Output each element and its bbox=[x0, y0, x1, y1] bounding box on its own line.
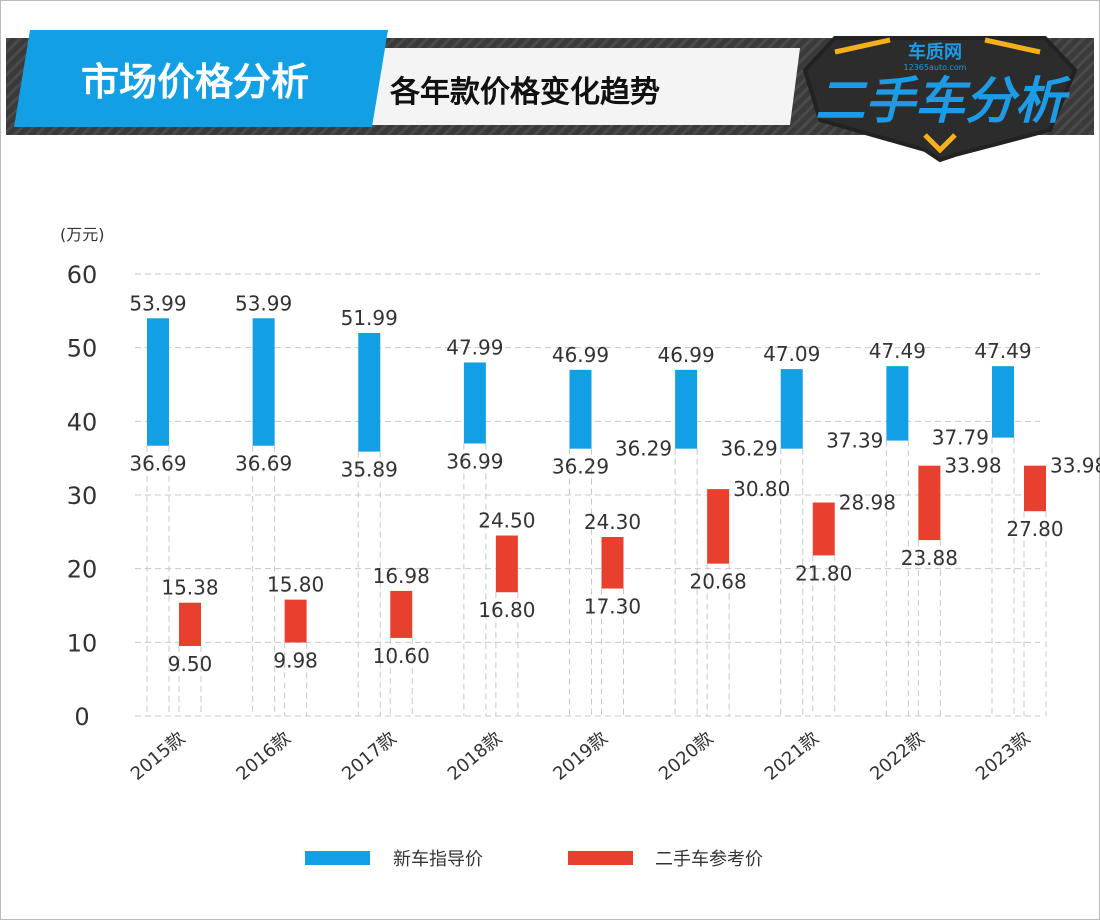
low-value-label: 36.69 bbox=[129, 452, 186, 476]
high-value-label: 47.99 bbox=[446, 335, 503, 359]
x-tick-label: 2023款 bbox=[972, 728, 1034, 785]
new-price-bar bbox=[992, 366, 1014, 438]
high-value-label: 24.50 bbox=[478, 509, 535, 533]
high-value-label: 47.09 bbox=[763, 342, 820, 366]
low-value-label: 21.80 bbox=[795, 561, 852, 585]
high-value-label: 16.98 bbox=[373, 564, 430, 588]
legend: 新车指导价 二手车参考价 bbox=[305, 849, 763, 870]
high-value-label: 28.98 bbox=[839, 491, 896, 515]
x-tick-label: 2015款 bbox=[127, 728, 189, 785]
y-tick-label: 30 bbox=[67, 482, 98, 510]
low-value-label: 17.30 bbox=[584, 595, 641, 619]
new-price-bar bbox=[675, 369, 698, 449]
low-value-label: 35.89 bbox=[341, 458, 398, 482]
used-price-bar bbox=[390, 590, 413, 638]
x-axis-labels: 2015款 2016款 2017款 2018款 2019款 2020款 2021款 2022款… bbox=[127, 728, 1034, 785]
high-value-label: 33.98 bbox=[1050, 454, 1100, 478]
subtitle-panel bbox=[360, 48, 800, 125]
y-tick-label: 40 bbox=[67, 408, 98, 436]
low-value-label: 36.29 bbox=[615, 437, 672, 461]
legend-label-new: 新车指导价 bbox=[393, 849, 483, 870]
high-value-label: 15.80 bbox=[267, 573, 324, 597]
high-value-label: 24.30 bbox=[584, 510, 641, 534]
high-value-label: 46.99 bbox=[657, 343, 714, 367]
new-price-bar bbox=[569, 369, 592, 449]
used-price-bar bbox=[284, 599, 307, 643]
title-panel bbox=[14, 30, 388, 127]
low-value-label: 37.39 bbox=[826, 429, 883, 453]
y-tick-label: 50 bbox=[67, 335, 98, 363]
y-tick-label: 0 bbox=[74, 703, 89, 731]
high-value-label: 51.99 bbox=[341, 306, 398, 330]
new-price-bar bbox=[463, 362, 486, 444]
logo: 车质网 12365auto.com 二手车分析 bbox=[802, 36, 1078, 163]
used-price-bar bbox=[601, 536, 624, 589]
legend-label-used: 二手车参考价 bbox=[655, 849, 763, 870]
low-value-label: 10.60 bbox=[373, 644, 430, 668]
used-price-bar bbox=[812, 502, 835, 556]
x-tick-label: 2018款 bbox=[444, 728, 506, 785]
logo-brand: 车质网 bbox=[908, 41, 962, 63]
low-value-label: 27.80 bbox=[1006, 517, 1063, 541]
y-tick-label: 60 bbox=[67, 261, 98, 289]
used-price-bar bbox=[707, 489, 730, 564]
high-value-label: 53.99 bbox=[129, 291, 186, 315]
new-price-bar bbox=[358, 333, 381, 452]
header-subtitle: 各年款价格变化趋势 bbox=[389, 75, 660, 110]
low-value-label: 36.69 bbox=[235, 452, 292, 476]
x-tick-label: 2016款 bbox=[232, 728, 294, 785]
legend-swatch-new bbox=[305, 851, 370, 865]
guide-lines bbox=[146, 437, 1047, 716]
high-value-label: 15.38 bbox=[161, 576, 218, 600]
used-price-bar bbox=[179, 602, 201, 647]
low-value-label: 23.88 bbox=[901, 546, 958, 570]
high-value-label: 47.49 bbox=[869, 339, 926, 363]
x-tick-label: 2020款 bbox=[655, 728, 717, 785]
low-value-label: 36.29 bbox=[552, 455, 609, 479]
new-price-bar bbox=[252, 318, 275, 446]
low-value-label: 36.29 bbox=[720, 437, 777, 461]
new-price-bar bbox=[886, 366, 909, 441]
bars bbox=[147, 318, 1046, 647]
new-price-bar bbox=[147, 318, 169, 446]
high-value-label: 30.80 bbox=[733, 477, 790, 501]
used-price-bar bbox=[1024, 465, 1046, 512]
y-tick-label: 10 bbox=[67, 629, 98, 657]
x-tick-label: 2017款 bbox=[338, 728, 400, 785]
low-value-label: 9.98 bbox=[273, 648, 318, 672]
logo-text: 二手车分析 bbox=[815, 72, 1071, 130]
high-value-label: 33.98 bbox=[944, 454, 1001, 478]
legend-swatch-used bbox=[568, 851, 633, 865]
header-title: 市场价格分析 bbox=[81, 60, 309, 104]
low-value-label: 37.79 bbox=[932, 426, 989, 450]
y-axis-unit: (万元) bbox=[60, 225, 105, 244]
x-tick-label: 2022款 bbox=[866, 728, 928, 785]
logo-site: 12365auto.com bbox=[904, 63, 967, 72]
high-value-label: 53.99 bbox=[235, 291, 292, 315]
low-value-label: 9.50 bbox=[168, 652, 213, 676]
low-value-label: 36.99 bbox=[446, 450, 503, 474]
x-tick-label: 2019款 bbox=[549, 728, 611, 785]
data-labels: 53.99 36.69 15.38 9.50 53.99 36.69 15.80 9.98 51… bbox=[129, 291, 1100, 676]
high-value-label: 47.49 bbox=[974, 339, 1031, 363]
y-tick-label: 20 bbox=[67, 556, 98, 584]
x-tick-label: 2021款 bbox=[761, 728, 823, 785]
high-value-label: 46.99 bbox=[552, 343, 609, 367]
grid: 0 10 20 30 40 50 60 bbox=[67, 261, 1040, 731]
low-value-label: 20.68 bbox=[689, 570, 746, 594]
low-value-label: 16.80 bbox=[478, 598, 535, 622]
new-price-bar bbox=[780, 369, 803, 449]
used-price-bar bbox=[918, 465, 941, 541]
used-price-bar bbox=[495, 535, 518, 593]
